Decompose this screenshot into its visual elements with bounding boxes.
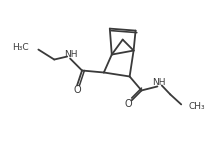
Text: NH: NH [152,78,166,87]
Text: H₃C: H₃C [12,43,28,52]
Text: O: O [73,85,81,95]
Text: NH: NH [64,50,77,60]
Text: O: O [125,99,132,109]
Text: CH₃: CH₃ [189,102,205,111]
